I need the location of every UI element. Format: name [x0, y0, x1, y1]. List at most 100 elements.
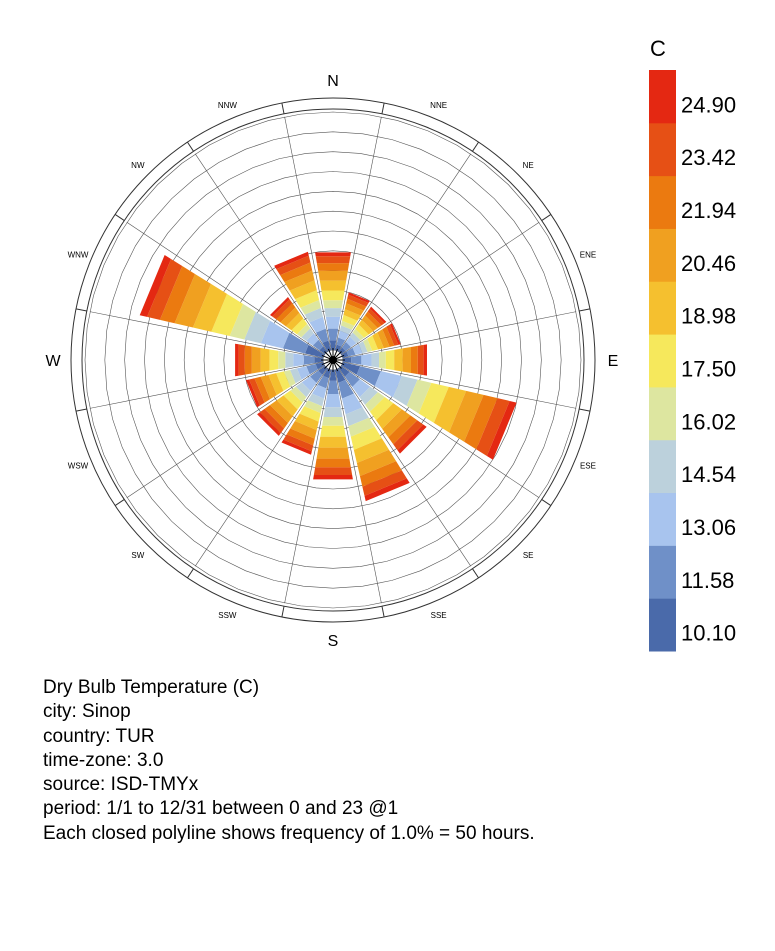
petal-segment: [418, 382, 449, 423]
outer-circle-inner: [81, 108, 585, 612]
petal-segment: [322, 340, 331, 352]
petal-segment: [276, 303, 296, 323]
petal-segment: [257, 412, 281, 436]
petal-wsw: [245, 362, 325, 408]
petal-segment: [361, 353, 372, 367]
legend-swatch: [649, 334, 676, 388]
time-zone-label: time-zone: 3.0: [43, 749, 164, 771]
petal-segment: [276, 371, 291, 391]
petal-segment: [290, 386, 307, 403]
petal-se: [338, 365, 427, 454]
petal-segment: [317, 375, 329, 389]
city-label: city: Sinop: [43, 701, 131, 723]
direction-label-se: SE: [523, 551, 534, 560]
petal-segment: [300, 300, 321, 315]
petal-segment: [342, 341, 352, 351]
petal-segment: [345, 407, 369, 427]
petal-segment: [464, 394, 498, 450]
grid-spoke: [284, 116, 332, 351]
petal-segment: [369, 306, 387, 324]
wind-rose-chart: N NNE NE ENE E ESE SE SSE S SSW SW WSW W WNW NW NNW C 1…: [45, 36, 736, 652]
petal-segment: [341, 393, 363, 415]
petal-segment: [349, 332, 361, 344]
petal-segment: [327, 380, 339, 394]
petal-segment: [365, 392, 385, 412]
petal-segment: [344, 303, 364, 316]
petal-segment: [301, 328, 314, 341]
grid-spoke: [338, 368, 472, 567]
petal-segment: [361, 315, 378, 332]
petal-segment: [382, 409, 411, 438]
legend-tick-label: 11.58: [681, 568, 734, 593]
grid-spoke: [341, 365, 540, 499]
petal-segment: [323, 300, 343, 309]
petal-segment: [348, 417, 375, 437]
petal-segment: [316, 447, 350, 459]
grid-spoke: [342, 311, 577, 359]
petal-segment: [307, 393, 325, 407]
petal-segment: [346, 298, 367, 311]
petal-segment: [312, 384, 327, 399]
petal-segment: [476, 398, 510, 456]
petal-segment: [342, 314, 358, 326]
legend-tick-label: 14.54: [681, 462, 736, 487]
grid-spoke: [194, 153, 328, 352]
petal-segment: [268, 373, 284, 396]
petal-segment: [355, 324, 369, 338]
petal-segment: [372, 332, 384, 350]
petal-wnw: [139, 255, 325, 358]
petal-segment: [306, 333, 319, 346]
petal-segment: [303, 355, 315, 365]
petal-segment: [251, 346, 261, 374]
petal-segment: [356, 449, 397, 477]
petal-segment: [406, 379, 432, 414]
petal-segment: [259, 408, 285, 434]
petal-segment: [411, 345, 418, 375]
petal-segment: [269, 400, 293, 424]
petal-segment: [235, 343, 239, 377]
petal-segment: [342, 356, 352, 364]
legend-tick-label: 20.46: [681, 251, 736, 276]
petal-nw: [269, 296, 328, 355]
petal-segment: [249, 378, 265, 406]
legend-swatch: [649, 386, 676, 441]
legend-tick-label: 10.10: [681, 621, 736, 646]
petal-segment: [280, 307, 300, 327]
petal-segment: [367, 335, 379, 351]
petal-segment: [272, 299, 293, 320]
direction-label-sw: SW: [131, 551, 144, 560]
petal-segment: [389, 323, 401, 345]
petal-segment: [293, 353, 304, 367]
direction-label-nne: NNE: [430, 101, 447, 110]
petal-segment: [295, 382, 311, 398]
petal-segment: [397, 424, 427, 454]
petal-segment: [309, 370, 323, 384]
grid-spoke: [334, 369, 382, 604]
petal-segment: [260, 347, 270, 373]
petal-segment: [294, 413, 319, 431]
petal-segment: [318, 270, 348, 281]
petal-segment: [319, 280, 347, 291]
petal-segment: [238, 344, 245, 376]
petal-segment: [386, 324, 399, 346]
petal-nnw: [274, 251, 331, 352]
grid-spoke: [338, 153, 472, 352]
petal-segment: [269, 296, 290, 317]
legend-swatch: [649, 122, 676, 177]
direction-label-wsw: WSW: [68, 462, 89, 471]
petal-segment: [159, 265, 196, 324]
petal-segment: [351, 355, 362, 365]
legend-tick-label: 16.02: [681, 409, 736, 434]
petal-segment: [244, 345, 252, 375]
petal-segment: [192, 283, 227, 332]
petal-segment: [369, 396, 394, 421]
petal-segment: [304, 344, 325, 358]
petal-nne: [335, 292, 370, 352]
direction-label-nw: NW: [131, 161, 145, 170]
petal-segment: [345, 336, 357, 348]
petal-segment: [339, 325, 352, 335]
petal-segment: [320, 425, 346, 437]
petal-segment: [335, 368, 346, 383]
source-label: source: ISD-TMYx: [43, 774, 199, 796]
frequency-polyline: [124, 151, 542, 569]
